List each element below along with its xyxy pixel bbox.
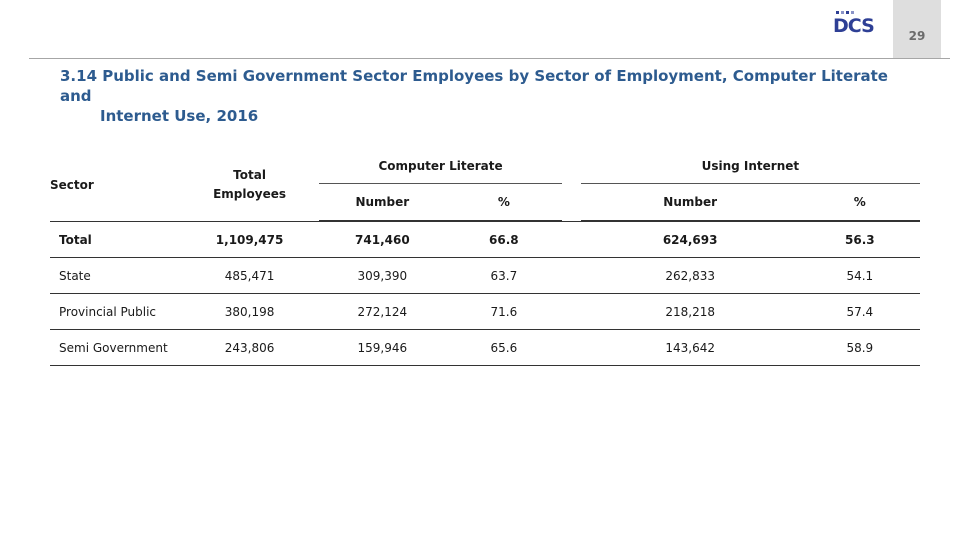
table-title: 3.14 Public and Semi Government Sector E…: [60, 66, 900, 126]
page-number: 29: [893, 0, 941, 58]
cell-total: 243,806: [180, 329, 320, 366]
table-row: Semi Government 243,806 159,946 65.6 143…: [50, 329, 920, 366]
cell-total: 380,198: [180, 293, 320, 330]
table-row: State 485,471 309,390 63.7 262,833 54.1: [50, 257, 920, 294]
header-net-percent: %: [799, 184, 920, 221]
employees-table: Sector Total Employees Computer Literate…: [50, 150, 920, 366]
dcs-logo: DCS: [833, 11, 879, 37]
cell-net-number: 262,833: [580, 257, 800, 294]
cell-sector: Total: [50, 221, 181, 258]
header-divider: [29, 58, 950, 59]
cell-net-number: 218,218: [580, 293, 800, 330]
cell-cl-percent: 65.6: [445, 329, 563, 366]
cell-net-number: 624,693: [580, 221, 800, 258]
cell-net-percent: 56.3: [799, 221, 920, 258]
logo-text: DCS: [833, 15, 875, 37]
cell-total: 485,471: [180, 257, 320, 294]
table-row: Total 1,109,475 741,460 66.8 624,693 56.…: [50, 221, 920, 258]
cell-net-percent: 57.4: [799, 293, 920, 330]
header-cl-number: Number: [319, 184, 446, 221]
header-net-number: Number: [580, 184, 800, 221]
cell-cl-number: 309,390: [319, 257, 446, 294]
cell-net-number: 143,642: [580, 329, 800, 366]
cell-sector: Provincial Public: [50, 293, 181, 330]
logo-dots: [836, 11, 856, 16]
cell-cl-percent: 63.7: [445, 257, 563, 294]
header-total-employees: Total Employees: [213, 168, 286, 202]
header-using-internet: Using Internet: [580, 150, 920, 184]
table-title-line2: Internet Use, 2016: [100, 107, 259, 125]
cell-sector: Semi Government: [50, 329, 181, 366]
cell-cl-number: 159,946: [319, 329, 446, 366]
cell-net-percent: 58.9: [799, 329, 920, 366]
header-sector: Sector: [50, 178, 94, 193]
table-title-line1: 3.14 Public and Semi Government Sector E…: [60, 67, 888, 105]
cell-net-percent: 54.1: [799, 257, 920, 294]
cell-cl-number: 272,124: [319, 293, 446, 330]
cell-cl-percent: 66.8: [445, 221, 563, 258]
cell-cl-percent: 71.6: [445, 293, 563, 330]
header-computer-literate: Computer Literate: [319, 150, 563, 184]
table-row: Provincial Public 380,198 272,124 71.6 2…: [50, 293, 920, 330]
cell-cl-number: 741,460: [319, 221, 446, 258]
cell-sector: State: [50, 257, 181, 294]
cell-total: 1,109,475: [180, 221, 320, 258]
header-cl-percent: %: [445, 184, 563, 221]
